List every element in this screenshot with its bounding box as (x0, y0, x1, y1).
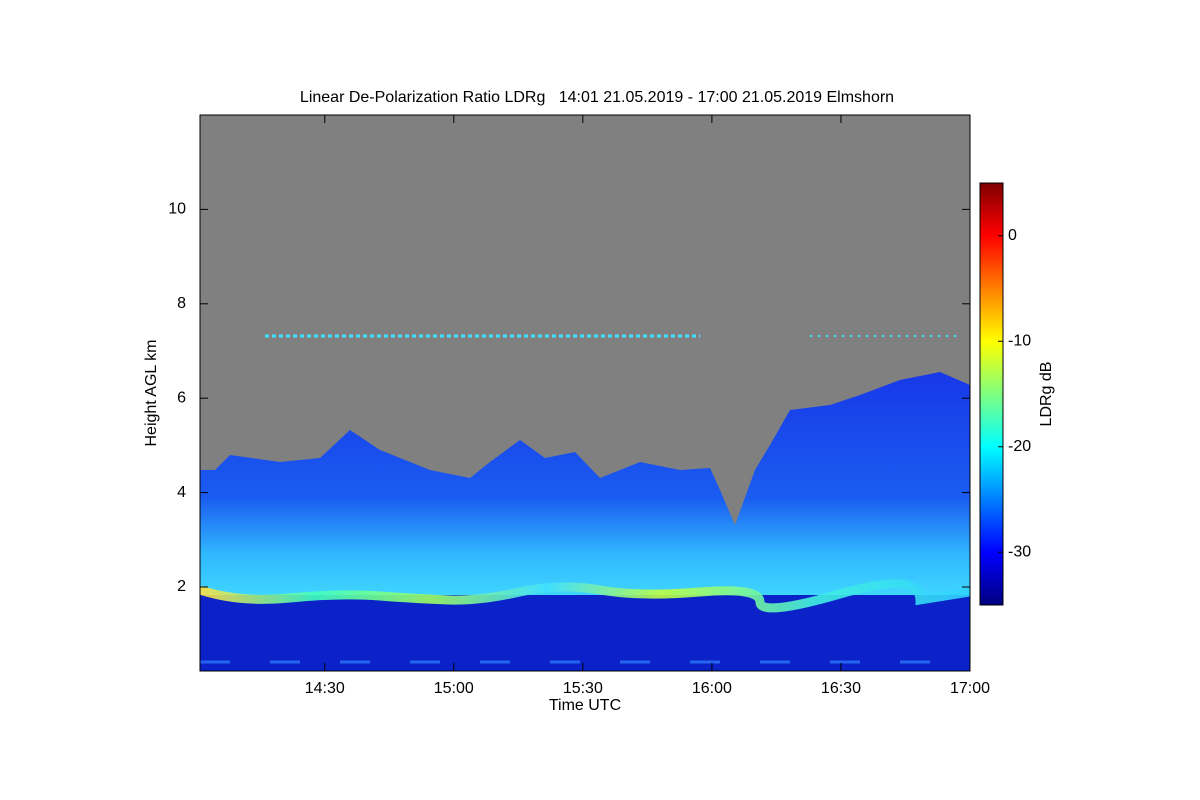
melting-layer (200, 579, 970, 613)
y-tick-label: 10 (168, 201, 186, 218)
chart-title: Linear De-Polarization Ratio LDRg 14:01 … (300, 89, 894, 106)
x-tick-label: 15:00 (434, 680, 474, 697)
x-tick-label: 14:30 (305, 680, 345, 697)
plot-frame (199, 114, 971, 672)
low-echo (200, 595, 970, 671)
y-tick-label: 6 (177, 389, 186, 406)
x-tick-label: 16:00 (692, 680, 732, 697)
y-axis-label: Height AGL km (143, 339, 160, 446)
x-axis-label: Time UTC (549, 697, 621, 714)
y-tick-label: 2 (177, 578, 186, 595)
colorbar-tick-label: -20 (1008, 438, 1031, 455)
colorbar-tick-label: -10 (1008, 332, 1031, 349)
echo-field (200, 115, 970, 671)
colorbar (979, 182, 1004, 606)
colorbar-label: LDRg dB (1038, 362, 1055, 427)
y-tick-label: 4 (177, 484, 186, 501)
x-tick-label: 16:30 (821, 680, 861, 697)
colorbar-tick-label: -30 (1008, 543, 1031, 560)
x-tick-label: 15:30 (563, 680, 603, 697)
y-tick-label: 8 (177, 295, 186, 312)
colorbar-tick-label: 0 (1008, 227, 1017, 244)
cloud-echo (200, 372, 970, 600)
x-tick-label: 17:00 (950, 680, 990, 697)
